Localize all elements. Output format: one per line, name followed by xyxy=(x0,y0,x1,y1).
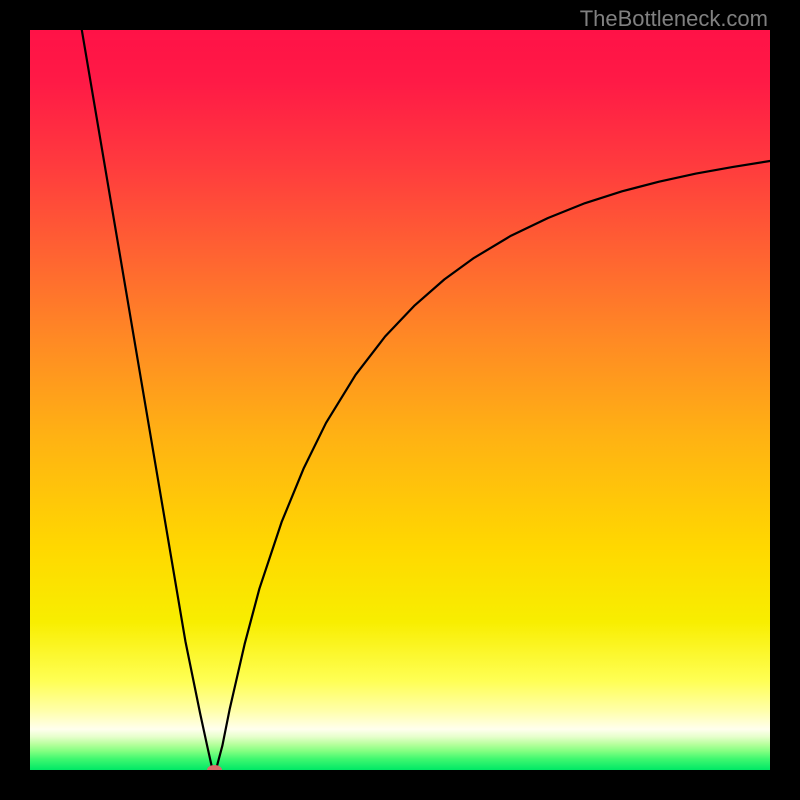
minimum-marker xyxy=(207,765,222,770)
bottleneck-curve xyxy=(30,30,770,770)
watermark-text: TheBottleneck.com xyxy=(580,6,768,32)
plot-area xyxy=(30,30,770,770)
